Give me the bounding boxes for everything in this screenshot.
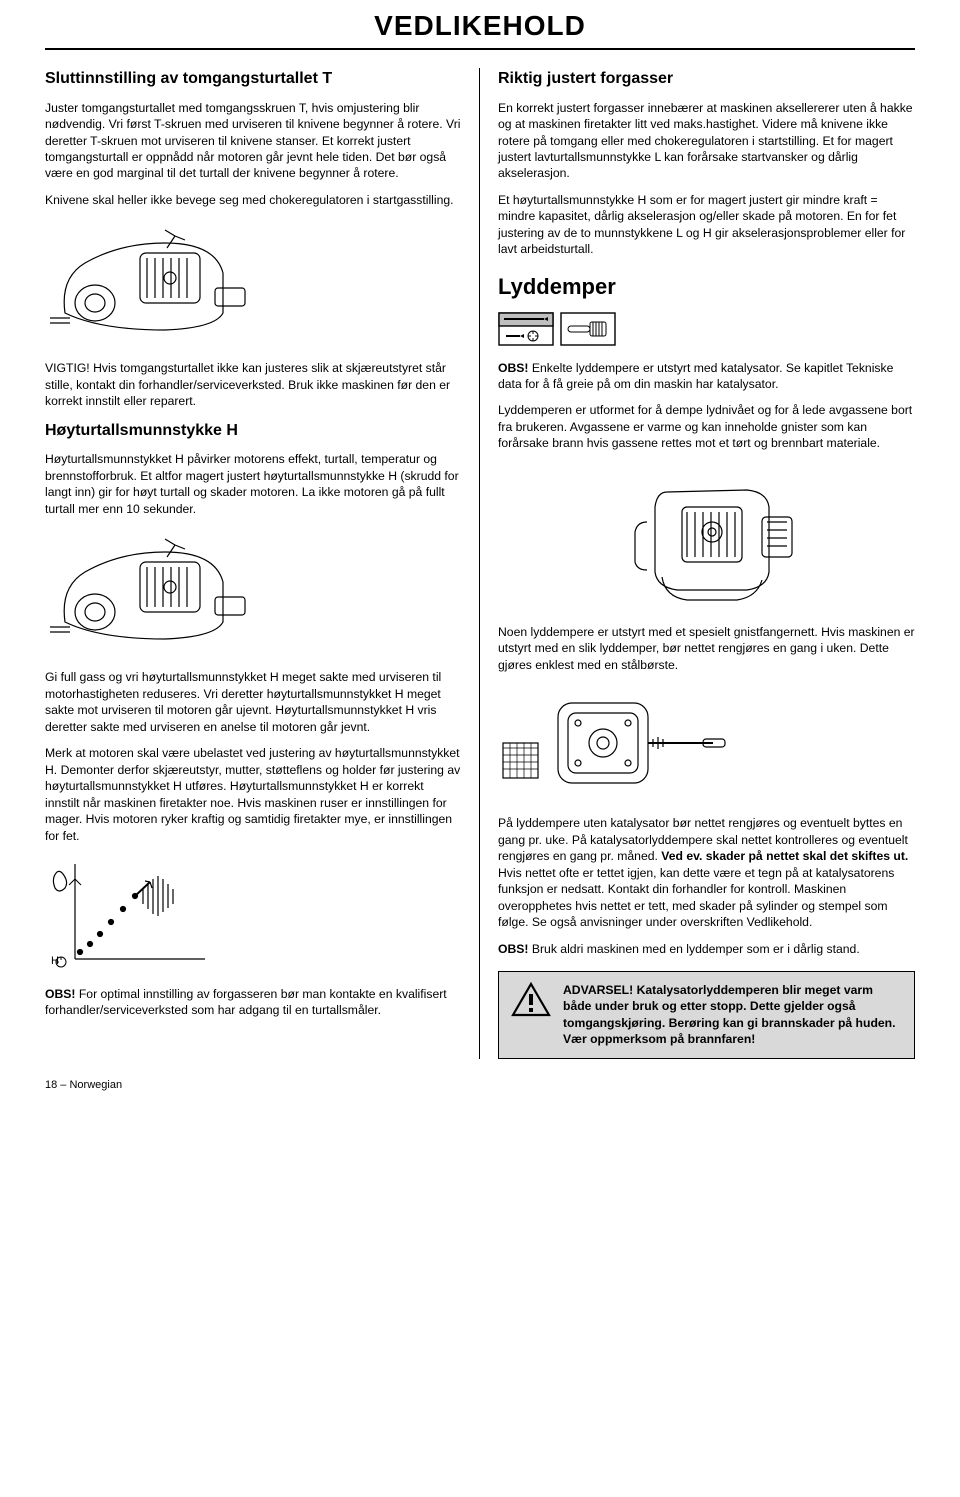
page-footer: 18 – Norwegian <box>45 1079 915 1091</box>
right-column: Riktig justert forgasser En korrekt just… <box>480 68 915 1059</box>
heading-hoyturtall: Høyturtallsmunnstykke H <box>45 420 461 442</box>
para-r6: OBS! Bruk aldri maskinen med en lyddempe… <box>498 941 915 957</box>
warning-box: ADVARSEL! Katalysatorlyddemperen blir me… <box>498 971 915 1059</box>
para-l4: Høyturtallsmunnstykket H påvirker motore… <box>45 451 461 517</box>
para-r3a: OBS! Enkelte lyddempere er utstyrt med k… <box>498 360 915 393</box>
para-r5: På lyddempere uten katalysator bør nette… <box>498 815 915 930</box>
warning-text: ADVARSEL! Katalysatorlyddemperen blir me… <box>563 982 902 1048</box>
p5b: Hvis nettet ofte er tettet igjen, kan de… <box>498 866 894 929</box>
heading-riktig: Riktig justert forgasser <box>498 68 915 90</box>
h-adjustment-graph: H <box>45 854 215 974</box>
muffler-illustration-1 <box>607 462 807 612</box>
page-number: 18 <box>45 1079 57 1091</box>
page-title: VEDLIKEHOLD <box>45 10 915 42</box>
heading-lyddemper: Lyddemper <box>498 272 915 302</box>
obs-text-r2: Bruk aldri maskinen med en lyddemper som… <box>528 942 859 956</box>
para-r1: En korrekt justert forgasser innebærer a… <box>498 100 915 182</box>
obs-label-r1: OBS! <box>498 361 528 375</box>
obs-text-r1: Enkelte lyddempere er utstyrt med kataly… <box>498 361 893 391</box>
para-r3b: Lyddemperen er utformet for å dempe lydn… <box>498 402 915 451</box>
screwdriver-box-icon <box>498 312 554 346</box>
p5-bold: Ved ev. skader på nettet skal det skifte… <box>661 849 908 863</box>
para-l6: Merk at motoren skal være ubelastet ved … <box>45 745 461 844</box>
page-header: VEDLIKEHOLD <box>45 0 915 50</box>
muffler-brush-illustration <box>498 683 728 803</box>
para-l2: Knivene skal heller ikke bevege seg med … <box>45 192 461 208</box>
para-l1: Juster tomgangsturtallet med tomgangsskr… <box>45 100 461 182</box>
two-column-layout: Sluttinnstilling av tomgangsturtallet T … <box>45 68 915 1059</box>
page-language: Norwegian <box>69 1079 122 1091</box>
obs-text: For optimal innstilling av forgasseren b… <box>45 987 447 1017</box>
para-l3: VIGTIG! Hvis tomgangsturtallet ikke kan … <box>45 360 461 409</box>
para-obs-left: OBS! For optimal innstilling av forgasse… <box>45 986 461 1019</box>
brush-icon <box>560 312 616 346</box>
heading-sluttinnstilling: Sluttinnstilling av tomgangsturtallet T <box>45 68 461 90</box>
tool-icons-row <box>498 312 915 346</box>
engine-illustration-1 <box>45 218 255 348</box>
para-r4: Noen lyddempere er utstyrt med et spesie… <box>498 624 915 673</box>
para-r2: Et høyturtallsmunnstykke H som er for ma… <box>498 192 915 258</box>
left-column: Sluttinnstilling av tomgangsturtallet T … <box>45 68 480 1059</box>
obs-label-r2: OBS! <box>498 942 528 956</box>
para-l5: Gi full gass og vri høyturtallsmunnstykk… <box>45 669 461 735</box>
warning-triangle-icon <box>511 982 551 1018</box>
obs-label: OBS! <box>45 987 75 1001</box>
engine-illustration-2 <box>45 527 255 657</box>
